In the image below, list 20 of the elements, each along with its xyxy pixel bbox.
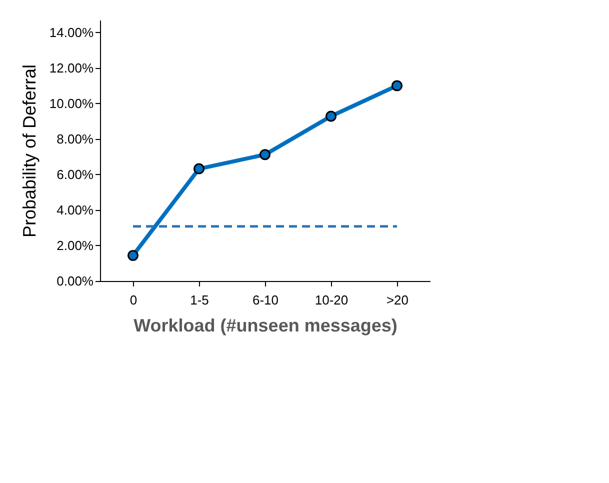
y-tick-label: 4.00% [56,202,94,218]
point [260,149,270,160]
y-tick-label: 0.00% [56,274,94,288]
point [392,80,402,92]
y-tick-label: 6.00% [56,166,94,182]
y-tick-label: 10.00% [49,96,94,111]
x-tick-label: 0 [130,292,138,308]
y-tick-label: 12.00% [49,60,94,76]
x-tick-label: >20 [386,292,409,308]
y-axis-title: Probability of Deferral [19,64,40,238]
x-tick-label: 6-10 [252,292,279,308]
x-tick-label: 1-5 [190,292,209,308]
x-tick-label: 10-20 [314,292,348,308]
y-tick-label: 8.00% [56,131,94,146]
x-axis-title: Workload (#unseen messages) [134,316,398,336]
point [128,250,138,261]
point [326,110,336,122]
y-tick-label: 2.00% [56,238,94,253]
y-tick-label: 14.00% [49,24,94,40]
point [194,163,204,174]
